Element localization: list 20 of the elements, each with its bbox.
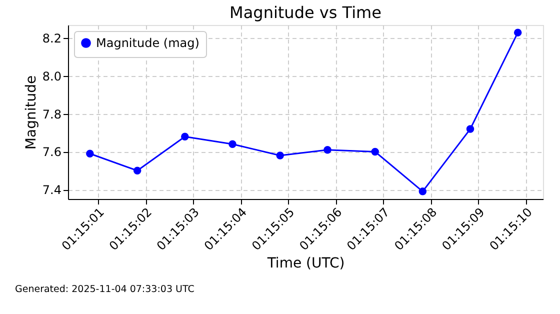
legend-label: Magnitude (mag) bbox=[96, 36, 200, 50]
y-axis-title: Magnitude bbox=[23, 75, 40, 150]
point bbox=[418, 188, 427, 196]
y-tick-label: 8.0 bbox=[42, 70, 62, 84]
x-axis-title: Time (UTC) bbox=[266, 255, 345, 272]
y-tick-label: 7.8 bbox=[42, 107, 62, 122]
y-tick-label: 7.4 bbox=[42, 183, 62, 198]
point bbox=[86, 150, 94, 158]
point bbox=[181, 132, 189, 140]
y-tick-label: 7.6 bbox=[42, 145, 62, 160]
point bbox=[371, 148, 379, 156]
point bbox=[133, 166, 142, 174]
point bbox=[276, 152, 284, 160]
text: Generated: 2025-11-04 07:33:03 UTC bbox=[15, 284, 195, 295]
chart-title: Magnitude vs Time bbox=[230, 3, 382, 22]
point bbox=[324, 146, 332, 154]
point bbox=[228, 140, 236, 148]
point bbox=[514, 28, 522, 36]
point bbox=[466, 125, 474, 133]
y-tick-label: 8.2 bbox=[42, 32, 62, 46]
